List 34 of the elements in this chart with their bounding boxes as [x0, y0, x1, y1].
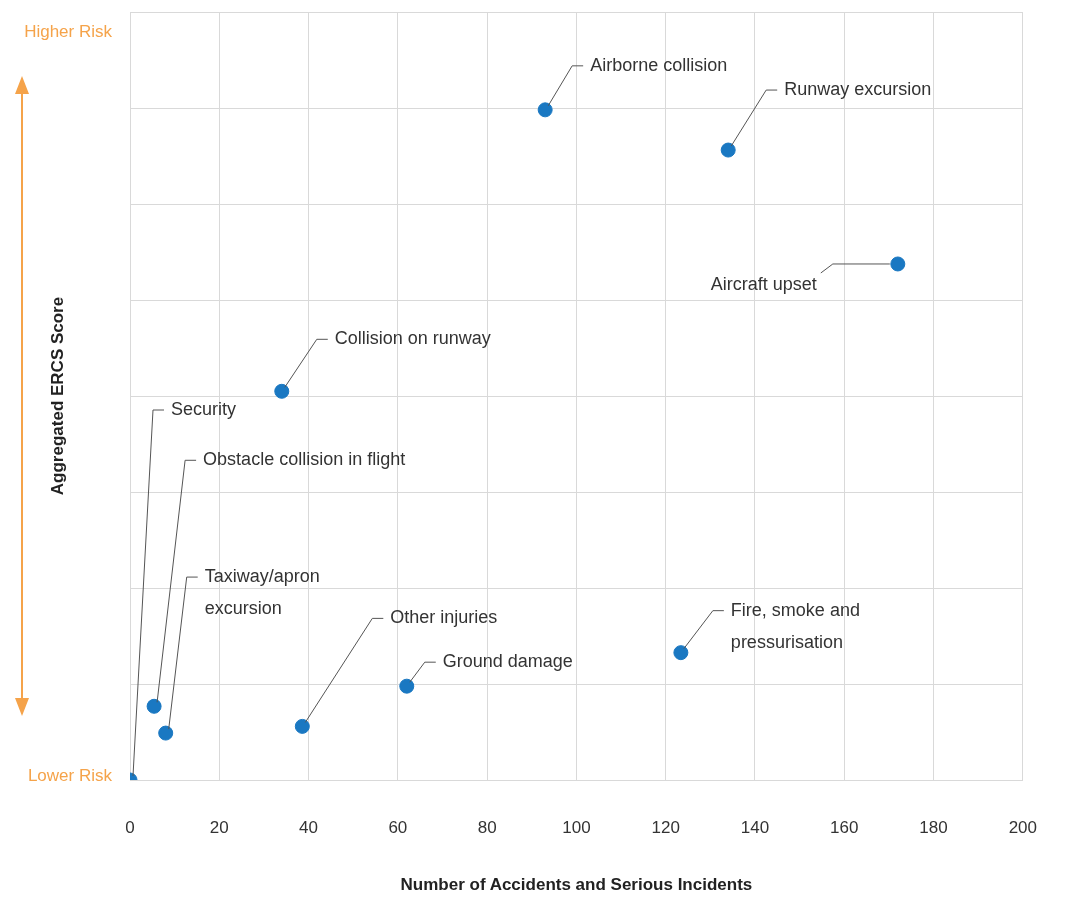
annotation: Obstacle collision in flight	[203, 449, 406, 470]
x-tick-label: 40	[299, 817, 319, 837]
x-tick-label: 80	[477, 817, 497, 837]
text: Higher Risk	[24, 21, 113, 41]
annotation: Ground damage	[442, 651, 573, 672]
x-axis-title: Number of Accidents and Serious Incidents	[400, 875, 753, 895]
point	[274, 383, 290, 399]
annotation: Runway excursion	[784, 79, 932, 100]
point	[158, 725, 174, 741]
annotation: Airborne collision	[590, 54, 728, 75]
x-tick-label: 20	[209, 817, 229, 837]
point	[890, 256, 906, 272]
annotation: Security	[171, 398, 237, 419]
annotation: Fire, smoke and pressurisation	[730, 599, 860, 652]
x-tick-label: 0	[125, 817, 135, 837]
y-axis-title: Aggregated ERCS Score	[47, 296, 67, 496]
x-tick-label: 140	[740, 817, 770, 837]
point	[294, 718, 310, 734]
annotation: Aircraft upset	[710, 273, 817, 294]
point	[537, 102, 553, 118]
annotation: Other injuries	[390, 607, 498, 628]
x-tick-label: 180	[919, 817, 948, 837]
x-tick-label: 200	[1008, 817, 1038, 837]
point	[399, 678, 415, 694]
text: Lower Risk	[27, 765, 113, 785]
point	[720, 142, 736, 158]
annotation: Taxiway/apron excursion	[204, 566, 320, 619]
x-tick-label: 60	[388, 817, 408, 837]
x-tick-label: 160	[830, 817, 859, 837]
x-tick-label: 100	[562, 817, 591, 837]
point	[146, 698, 162, 714]
annotation: Collision on runway	[334, 328, 491, 349]
x-tick-label: 120	[651, 817, 680, 837]
point	[673, 645, 689, 661]
